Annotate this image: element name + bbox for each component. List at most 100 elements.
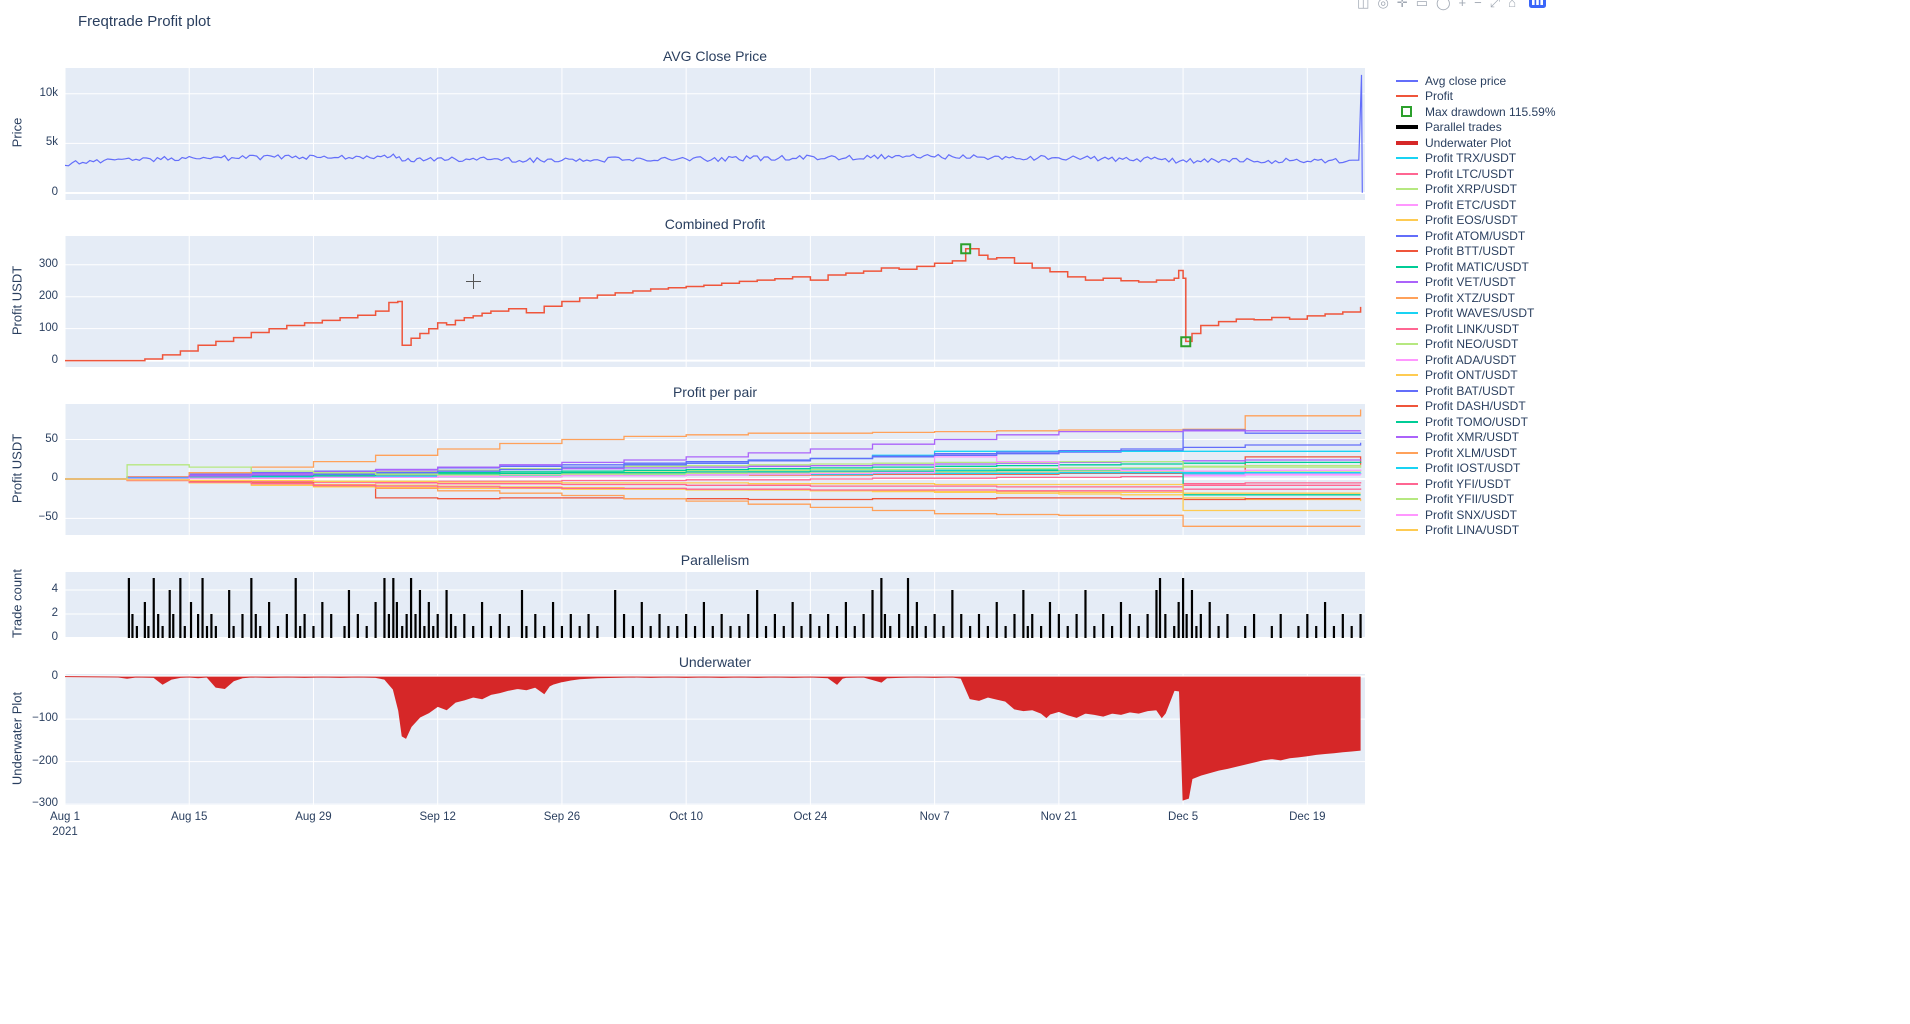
legend-swatch xyxy=(1396,140,1418,145)
legend-item-profit-waves-usdt[interactable]: Profit WAVES/USDT xyxy=(1396,306,1556,322)
legend-swatch xyxy=(1396,250,1418,253)
legend-swatch xyxy=(1396,529,1418,532)
legend-item-profit-xlm-usdt[interactable]: Profit XLM/USDT xyxy=(1396,445,1556,461)
legend-item-profit-ada-usdt[interactable]: Profit ADA/USDT xyxy=(1396,352,1556,368)
legend-item-profit-xmr-usdt[interactable]: Profit XMR/USDT xyxy=(1396,430,1556,446)
legend-item-profit-snx-usdt[interactable]: Profit SNX/USDT xyxy=(1396,507,1556,523)
autoscale-icon[interactable]: ⤢ xyxy=(1489,0,1501,10)
legend-item-profit-trx-usdt[interactable]: Profit TRX/USDT xyxy=(1396,151,1556,167)
x-tick-label: Dec 19 xyxy=(1289,811,1326,823)
legend-swatch xyxy=(1401,106,1412,118)
y-tick-label: 0 xyxy=(51,186,58,199)
legend-label: Profit xyxy=(1425,89,1454,104)
legend-label: Avg close price xyxy=(1425,73,1507,88)
subplot-title-combined-profit: Combined Profit xyxy=(664,216,766,232)
legend-item-profit-etc-usdt[interactable]: Profit ETC/USDT xyxy=(1396,197,1556,213)
legend-swatch xyxy=(1396,436,1418,439)
zoom-icon[interactable]: ◎ xyxy=(1377,0,1389,10)
legend-item-profit-btt-usdt[interactable]: Profit BTT/USDT xyxy=(1396,244,1556,260)
legend-label: Profit ADA/USDT xyxy=(1425,352,1517,367)
legend-label: Profit NEO/USDT xyxy=(1425,337,1519,352)
legend-label: Profit EOS/USDT xyxy=(1425,213,1518,228)
x-tick-label: Sep 26 xyxy=(543,811,581,823)
legend-swatch xyxy=(1396,296,1418,299)
legend-label: Profit LINK/USDT xyxy=(1425,321,1520,336)
legend-label: Profit LINA/USDT xyxy=(1425,523,1520,538)
legend-item-profit-neo-usdt[interactable]: Profit NEO/USDT xyxy=(1396,337,1556,353)
legend-item-max-drawdown-115-59[interactable]: Max drawdown 115.59% xyxy=(1396,104,1556,120)
legend-swatch xyxy=(1396,405,1418,408)
page-title: Freqtrade Profit plot xyxy=(78,13,211,30)
legend-swatch xyxy=(1396,79,1418,82)
legend-label: Profit XTZ/USDT xyxy=(1425,290,1516,305)
legend-item-parallel-trades[interactable]: Parallel trades xyxy=(1396,120,1556,136)
y-tick-label: −300 xyxy=(32,797,58,810)
y-tick-label: 100 xyxy=(38,321,58,334)
y-tick-label: 0 xyxy=(51,669,58,682)
y-tick-label: −50 xyxy=(38,511,58,524)
legend-swatch xyxy=(1396,343,1418,346)
y-tick-label: 0 xyxy=(51,471,58,484)
legend-item-profit-xrp-usdt[interactable]: Profit XRP/USDT xyxy=(1396,182,1556,198)
zoom-out-icon[interactable]: − xyxy=(1474,0,1482,10)
legend-item-profit-lina-usdt[interactable]: Profit LINA/USDT xyxy=(1396,523,1556,539)
legend-swatch xyxy=(1396,389,1418,392)
x-tick-label: Aug 29 xyxy=(295,811,332,823)
legend-item-profit-atom-usdt[interactable]: Profit ATOM/USDT xyxy=(1396,228,1556,244)
subplot-combined-profit[interactable] xyxy=(65,236,1365,367)
subplot-title-avg-close-price: AVG Close Price xyxy=(663,48,767,64)
legend-swatch xyxy=(1396,327,1418,330)
zoom-in-icon[interactable]: + xyxy=(1458,0,1467,10)
legend-label: Max drawdown 115.59% xyxy=(1425,104,1556,119)
legend-item-profit-dash-usdt[interactable]: Profit DASH/USDT xyxy=(1396,399,1556,415)
legend-label: Profit YFII/USDT xyxy=(1425,492,1515,507)
legend-item-profit-iost-usdt[interactable]: Profit IOST/USDT xyxy=(1396,461,1556,477)
y-tick-label: 0 xyxy=(51,631,58,643)
x-tick-label: Nov 7 xyxy=(919,811,950,823)
legend-item-profit-yfii-usdt[interactable]: Profit YFII/USDT xyxy=(1396,492,1556,508)
legend-item-profit-xtz-usdt[interactable]: Profit XTZ/USDT xyxy=(1396,290,1556,306)
legend-label: Profit LTC/USDT xyxy=(1425,166,1515,181)
legend-label: Profit TOMO/USDT xyxy=(1425,414,1528,429)
legend-label: Profit XLM/USDT xyxy=(1425,445,1518,460)
legend-swatch xyxy=(1396,157,1418,160)
legend-item-profit-tomo-usdt[interactable]: Profit TOMO/USDT xyxy=(1396,414,1556,430)
legend-item-profit-yfi-usdt[interactable]: Profit YFI/USDT xyxy=(1396,476,1556,492)
legend-swatch xyxy=(1396,312,1418,315)
legend-label: Profit TRX/USDT xyxy=(1425,151,1517,166)
legend-item-profit-vet-usdt[interactable]: Profit VET/USDT xyxy=(1396,275,1556,291)
legend: Avg close price Profit Max drawdown 115.59… xyxy=(1396,73,1556,538)
subplot-avg-close-price[interactable] xyxy=(65,68,1365,200)
lasso-select-icon[interactable]: ◯ xyxy=(1435,0,1451,10)
reset-axes-icon[interactable]: ⌂ xyxy=(1508,0,1516,10)
legend-item-profit-eos-usdt[interactable]: Profit EOS/USDT xyxy=(1396,213,1556,229)
legend-item-profit-ltc-usdt[interactable]: Profit LTC/USDT xyxy=(1396,166,1556,182)
legend-item-underwater-plot[interactable]: Underwater Plot xyxy=(1396,135,1556,151)
legend-label: Profit ONT/USDT xyxy=(1425,368,1518,383)
legend-item-profit-matic-usdt[interactable]: Profit MATIC/USDT xyxy=(1396,259,1556,275)
subplot-underwater[interactable] xyxy=(65,674,1365,805)
legend-item-profit-link-usdt[interactable]: Profit LINK/USDT xyxy=(1396,321,1556,337)
y-tick-label: 200 xyxy=(38,289,58,302)
y-tick-label: 0 xyxy=(51,353,58,366)
subplot-parallelism[interactable] xyxy=(65,572,1365,638)
subplot-title-profit-per-pair: Profit per pair xyxy=(672,384,758,400)
y-tick-label: 2 xyxy=(51,607,58,619)
plotly-logo-icon[interactable] xyxy=(1529,0,1546,13)
x-tick-label: Nov 21 xyxy=(1040,811,1078,823)
legend-item-avg-close-price[interactable]: Avg close price xyxy=(1396,73,1556,89)
camera-icon[interactable]: ◫ xyxy=(1357,0,1370,10)
subplot-profit-per-pair[interactable] xyxy=(65,404,1365,535)
legend-item-profit-ont-usdt[interactable]: Profit ONT/USDT xyxy=(1396,368,1556,384)
legend-label: Profit BAT/USDT xyxy=(1425,383,1515,398)
pan-icon[interactable]: ✛ xyxy=(1396,0,1408,10)
legend-label: Profit BTT/USDT xyxy=(1425,244,1516,259)
legend-swatch xyxy=(1396,281,1418,284)
legend-label: Underwater Plot xyxy=(1425,135,1512,150)
legend-item-profit[interactable]: Profit xyxy=(1396,89,1556,105)
legend-item-profit-bat-usdt[interactable]: Profit BAT/USDT xyxy=(1396,383,1556,399)
box-select-icon[interactable]: ▭ xyxy=(1415,0,1428,10)
legend-swatch xyxy=(1396,420,1418,423)
legend-label: Profit YFI/USDT xyxy=(1425,476,1511,491)
legend-swatch xyxy=(1396,374,1418,377)
